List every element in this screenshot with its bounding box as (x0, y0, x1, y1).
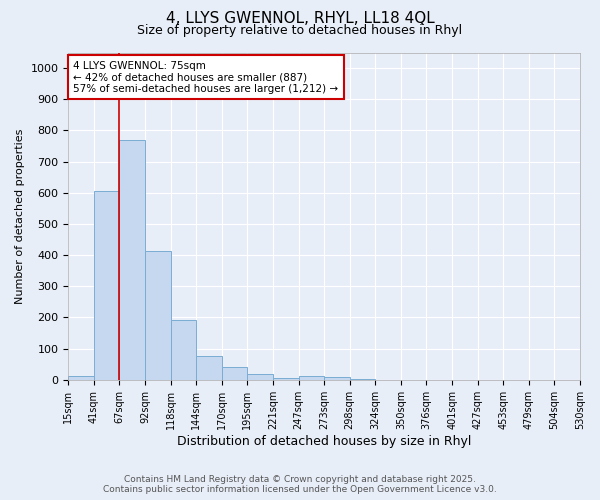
Bar (170, 320, 196, 380)
Text: 4 LLYS GWENNOL: 75sqm
← 42% of detached houses are smaller (887)
57% of semi-det: 4 LLYS GWENNOL: 75sqm ← 42% of detached … (73, 60, 338, 94)
Text: Size of property relative to detached houses in Rhyl: Size of property relative to detached ho… (137, 24, 463, 37)
Text: Contains HM Land Registry data © Crown copyright and database right 2025.
Contai: Contains HM Land Registry data © Crown c… (103, 474, 497, 494)
Bar (145, 252, 170, 380)
Bar (196, 356, 222, 380)
Bar (299, 376, 324, 380)
Bar (94, 190, 119, 380)
Bar (119, 140, 145, 380)
X-axis label: Distribution of detached houses by size in Rhyl: Distribution of detached houses by size … (177, 434, 472, 448)
Text: 4, LLYS GWENNOL, RHYL, LL18 4QL: 4, LLYS GWENNOL, RHYL, LL18 4QL (166, 11, 434, 26)
Bar (68, 376, 94, 380)
Bar (324, 376, 350, 380)
Bar (350, 378, 376, 380)
Y-axis label: Number of detached properties: Number of detached properties (15, 128, 25, 304)
Bar (273, 378, 299, 380)
Bar (247, 374, 273, 380)
Bar (222, 368, 247, 380)
